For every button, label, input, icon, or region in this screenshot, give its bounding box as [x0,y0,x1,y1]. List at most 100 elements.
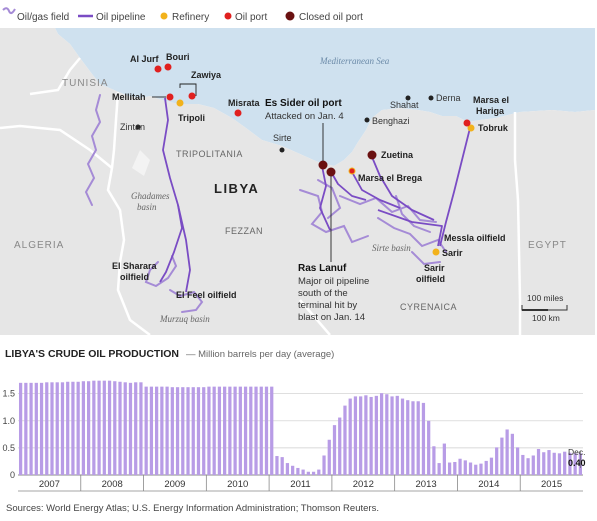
map-labels: Mediterranean Sea TUNISIA ALGERIA EGYPT … [14,52,566,324]
label-ghadames-line2: basin [137,202,157,212]
city-marker-zintan [135,124,141,130]
bar [134,382,138,475]
bar [202,387,206,475]
refinery-sarir [432,248,440,256]
bar [259,386,263,475]
scale-bar: 100 miles 100 km [521,293,568,323]
refinery-icon [160,12,168,20]
x-year-label: 2015 [541,479,562,490]
field-sirte-2 [339,195,437,223]
chart-gridlines [18,393,583,476]
bar [196,387,201,475]
label-algeria: ALGERIA [14,240,64,251]
cities [135,95,434,153]
y-tick-label: 0.5 [2,443,15,453]
legend-item-pipeline: Oil pipeline [78,12,146,23]
legend-item-refinery: Refinery [160,12,209,23]
bar [34,382,38,475]
label-marsa-hariga-line2: Hariga [476,106,505,116]
x-year-label: 2012 [353,479,374,490]
bar [223,386,227,475]
label-mellitah: Mellitah [112,92,146,102]
label-es-sider-note: Attacked on Jan. 4 [265,111,344,122]
bar [479,463,483,475]
x-year-label: 2014 [478,479,499,490]
field-icon [2,7,16,15]
label-messla: Messla oilfield [444,233,506,243]
field-feel [169,289,204,313]
bar [301,469,305,475]
label-sharara-line1: El Sharara [112,261,158,271]
city-marker-derna [428,95,434,101]
label-es-sider: Es Sider oil port [265,98,342,109]
land-mass [0,28,595,335]
port-hariga [463,119,471,127]
label-sarir: Sarir [442,248,463,258]
bar [306,471,310,475]
bar [317,469,321,475]
field-tunisia [84,94,102,206]
bar [437,463,441,475]
port-misrata [234,109,242,117]
bar [385,394,389,475]
refinery-zawiya [176,99,184,107]
bar [432,446,436,475]
annotation-value: 0.40 [568,458,586,468]
bar [505,429,509,475]
bar [128,382,133,475]
x-year-label: 2007 [39,479,60,490]
bar [416,401,420,475]
bar [191,387,195,475]
port-bouri [164,63,172,71]
field-sharara [144,255,178,288]
bar [186,387,190,475]
pipeline-ras-lanuf [329,169,367,201]
terrain-patch [132,150,150,176]
bar [212,386,216,475]
bar [495,447,499,475]
label-sarir-oilfield-line2: oilfield [416,274,445,284]
bar [322,455,326,475]
bar [233,386,237,475]
bar [207,386,211,475]
map: 100 miles 100 km Mediterranean Sea TUNIS… [0,28,595,336]
label-ras-lanuf: Ras Lanuf [298,263,347,274]
bar [573,453,577,475]
bar [547,450,551,475]
chart-y-ticks: 0 0.5 1.0 1.5 [2,389,15,480]
bar [97,380,101,475]
bar [45,382,49,475]
x-year-label: 2008 [102,479,123,490]
port-zawiya [188,92,196,100]
bar [453,461,457,475]
legend-label-refinery: Refinery [172,12,209,23]
bar [254,386,258,475]
bar [139,382,143,475]
chart-subtitle: — Million barrels per day (average) [186,349,334,360]
label-mediterranean-sea: Mediterranean Sea [319,56,390,66]
bar [29,382,33,475]
bar [359,396,363,475]
label-zawiya: Zawiya [191,70,222,80]
label-marsa-brega: Marsa el Brega [358,173,423,183]
bar [563,451,567,475]
label-bouri: Bouri [166,52,190,62]
bar [149,386,154,475]
pipeline-feel [177,204,191,293]
label-al-jurf: Al Jurf [130,54,160,64]
bar [243,386,248,475]
bar [484,460,488,475]
label-misrata: Misrata [228,98,261,108]
sources-footer: Sources: World Energy Atlas; U.S. Energy… [6,503,379,514]
bar [500,437,504,475]
bar [338,417,342,475]
bar [181,387,185,475]
pipeline-es-sider [319,165,331,231]
port-mellitah [166,93,174,101]
label-feel: El Feel oilfield [176,290,237,300]
bar [71,381,75,475]
bar [92,380,96,475]
production-chart: LIBYA'S CRUDE OIL PRODUCTION — Million b… [2,348,586,492]
label-sharara-line2: oilfield [120,272,149,282]
